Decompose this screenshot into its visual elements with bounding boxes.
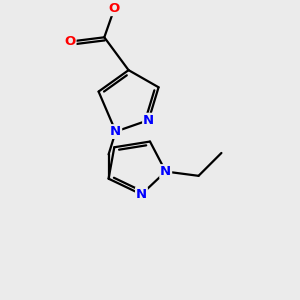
Text: N: N (110, 125, 121, 138)
Text: O: O (64, 35, 76, 48)
Text: O: O (109, 2, 120, 15)
Text: N: N (136, 188, 147, 201)
Text: N: N (143, 114, 154, 127)
Text: N: N (160, 165, 171, 178)
